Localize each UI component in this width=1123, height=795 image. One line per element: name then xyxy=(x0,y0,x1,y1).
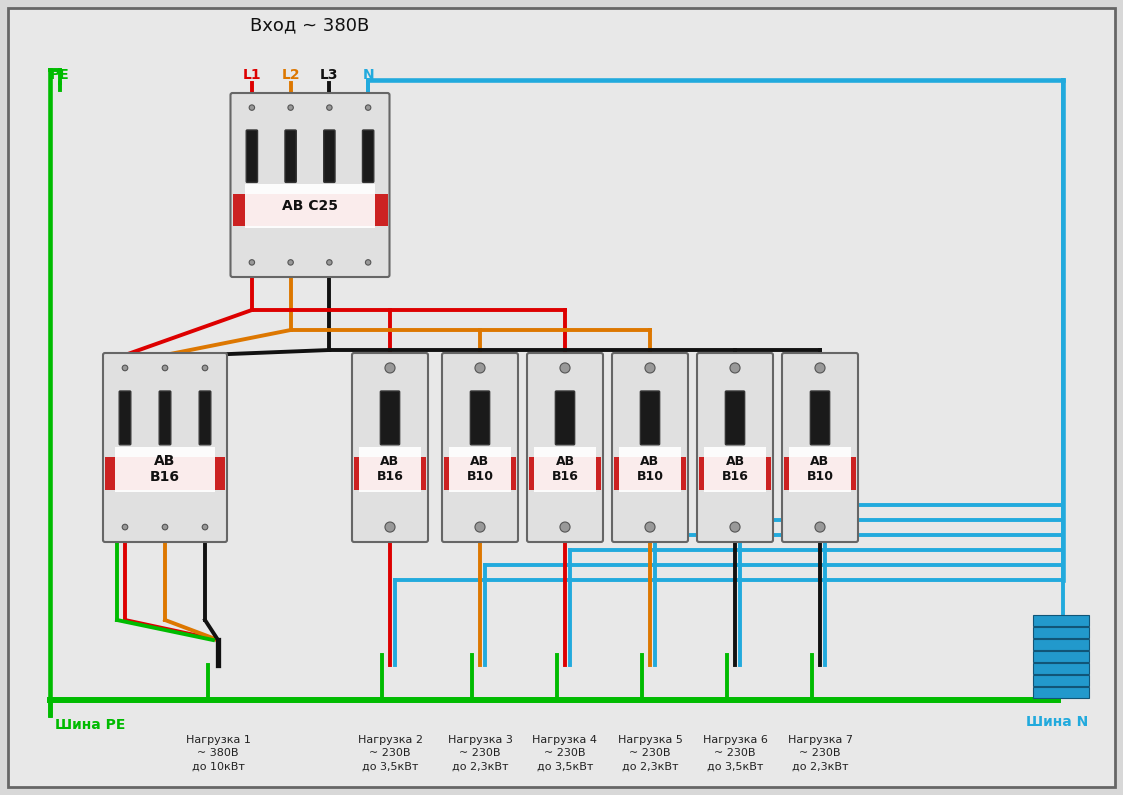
FancyBboxPatch shape xyxy=(115,447,216,492)
Text: АВ
В16: АВ В16 xyxy=(376,456,403,483)
Text: Нагрузка 7
~ 230В
до 2,3кВт: Нагрузка 7 ~ 230В до 2,3кВт xyxy=(787,735,852,771)
Text: АВ
В10: АВ В10 xyxy=(637,456,664,483)
Text: PE: PE xyxy=(51,68,70,82)
Text: Нагрузка 3
~ 230В
до 2,3кВт: Нагрузка 3 ~ 230В до 2,3кВт xyxy=(448,735,512,771)
Circle shape xyxy=(249,105,255,111)
FancyBboxPatch shape xyxy=(1032,662,1088,673)
Text: L1: L1 xyxy=(243,68,262,82)
FancyBboxPatch shape xyxy=(612,353,688,542)
FancyBboxPatch shape xyxy=(8,8,1115,787)
Circle shape xyxy=(815,363,825,373)
Bar xyxy=(444,457,515,490)
Circle shape xyxy=(560,363,570,373)
Bar xyxy=(529,457,601,490)
FancyBboxPatch shape xyxy=(351,353,428,542)
FancyBboxPatch shape xyxy=(556,391,575,444)
FancyBboxPatch shape xyxy=(230,93,390,277)
FancyBboxPatch shape xyxy=(442,353,518,542)
FancyBboxPatch shape xyxy=(704,447,766,492)
FancyBboxPatch shape xyxy=(199,391,211,444)
Text: Шина N: Шина N xyxy=(1025,715,1088,729)
FancyBboxPatch shape xyxy=(1032,687,1088,697)
Text: Нагрузка 5
~ 230В
до 2,3кВт: Нагрузка 5 ~ 230В до 2,3кВт xyxy=(618,735,683,771)
Circle shape xyxy=(327,260,332,265)
Circle shape xyxy=(645,363,655,373)
Bar xyxy=(784,457,856,490)
FancyBboxPatch shape xyxy=(1032,638,1088,650)
FancyBboxPatch shape xyxy=(159,391,171,444)
Text: N: N xyxy=(363,68,374,82)
FancyBboxPatch shape xyxy=(359,447,420,492)
Circle shape xyxy=(122,365,128,370)
FancyBboxPatch shape xyxy=(789,447,850,492)
Text: АВ
В10: АВ В10 xyxy=(466,456,493,483)
Text: Вход ~ 380В: Вход ~ 380В xyxy=(250,16,369,34)
Text: АВ
В16: АВ В16 xyxy=(551,456,578,483)
Circle shape xyxy=(162,524,167,529)
Circle shape xyxy=(815,522,825,532)
Circle shape xyxy=(385,363,395,373)
FancyBboxPatch shape xyxy=(285,130,296,182)
FancyBboxPatch shape xyxy=(363,130,374,182)
FancyBboxPatch shape xyxy=(697,353,773,542)
Circle shape xyxy=(202,365,208,370)
Circle shape xyxy=(202,524,208,529)
Text: Шина РЕ: Шина РЕ xyxy=(55,718,126,732)
Circle shape xyxy=(162,365,167,370)
Text: Нагрузка 6
~ 230В
до 3,5кВт: Нагрузка 6 ~ 230В до 3,5кВт xyxy=(703,735,767,771)
Text: Нагрузка 1
~ 380В
до 10кВт: Нагрузка 1 ~ 380В до 10кВт xyxy=(185,735,250,771)
Text: АВ
В10: АВ В10 xyxy=(806,456,833,483)
Text: АВ С25: АВ С25 xyxy=(282,199,338,213)
FancyBboxPatch shape xyxy=(1032,674,1088,685)
Circle shape xyxy=(287,105,293,111)
FancyBboxPatch shape xyxy=(535,447,595,492)
FancyBboxPatch shape xyxy=(246,184,375,228)
Circle shape xyxy=(327,105,332,111)
Bar xyxy=(232,194,387,227)
Circle shape xyxy=(560,522,570,532)
FancyBboxPatch shape xyxy=(119,391,130,444)
Circle shape xyxy=(385,522,395,532)
Bar xyxy=(699,457,772,490)
Circle shape xyxy=(365,105,371,111)
Text: L3: L3 xyxy=(320,68,339,82)
Text: Нагрузка 2
~ 230В
до 3,5кВт: Нагрузка 2 ~ 230В до 3,5кВт xyxy=(357,735,422,771)
FancyBboxPatch shape xyxy=(527,353,603,542)
Text: АВ
В16: АВ В16 xyxy=(150,454,180,484)
FancyBboxPatch shape xyxy=(640,391,659,444)
FancyBboxPatch shape xyxy=(323,130,335,182)
Circle shape xyxy=(249,260,255,265)
Circle shape xyxy=(122,524,128,529)
Circle shape xyxy=(730,522,740,532)
FancyBboxPatch shape xyxy=(620,447,681,492)
Circle shape xyxy=(475,363,485,373)
FancyBboxPatch shape xyxy=(811,391,830,444)
FancyBboxPatch shape xyxy=(725,391,745,444)
Circle shape xyxy=(287,260,293,265)
Text: Нагрузка 4
~ 230В
до 3,5кВт: Нагрузка 4 ~ 230В до 3,5кВт xyxy=(532,735,597,771)
FancyBboxPatch shape xyxy=(1032,650,1088,661)
Bar xyxy=(354,457,426,490)
FancyBboxPatch shape xyxy=(381,391,400,444)
Bar xyxy=(614,457,686,490)
FancyBboxPatch shape xyxy=(103,353,227,542)
FancyBboxPatch shape xyxy=(449,447,511,492)
FancyBboxPatch shape xyxy=(471,391,490,444)
Circle shape xyxy=(645,522,655,532)
FancyBboxPatch shape xyxy=(782,353,858,542)
Circle shape xyxy=(730,363,740,373)
FancyBboxPatch shape xyxy=(1032,615,1088,626)
Text: L2: L2 xyxy=(282,68,300,82)
Bar xyxy=(104,457,225,490)
Circle shape xyxy=(475,522,485,532)
Circle shape xyxy=(365,260,371,265)
FancyBboxPatch shape xyxy=(1032,626,1088,638)
Text: АВ
В16: АВ В16 xyxy=(722,456,748,483)
FancyBboxPatch shape xyxy=(246,130,257,182)
